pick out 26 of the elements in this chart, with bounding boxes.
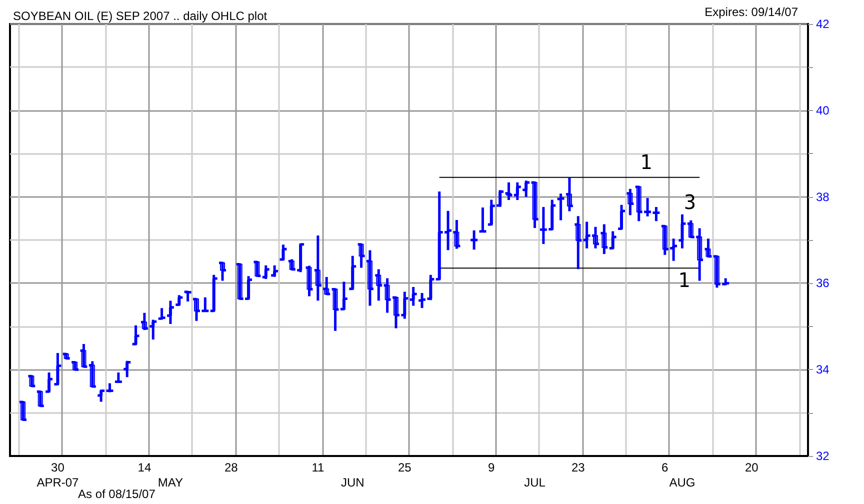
x-tick-label: 9 [488, 460, 496, 474]
x-tick-label: 14 [138, 460, 152, 474]
x-tick-label: 28 [224, 460, 238, 474]
x-tick-label: 23 [571, 460, 586, 474]
y-tick-label: 36 [816, 276, 830, 290]
y-tick-label: 34 [816, 362, 830, 377]
x-tick-label: AUG [669, 476, 696, 490]
x-tick-label: 11 [312, 460, 324, 474]
y-tick-label: 42 [816, 17, 830, 31]
annotation: 3 [684, 190, 696, 214]
x-tick-label: MAY [158, 476, 184, 490]
y-tick-label: 32 [816, 449, 830, 463]
x-tick-label: 30 APR-07 [36, 460, 80, 490]
x-tick-label: 20 [744, 460, 759, 474]
x-tick-label: JUL [524, 476, 546, 490]
y-tick-label: 38 [816, 190, 830, 204]
text: As of 08/15/07 [78, 487, 156, 501]
annotation: 1 [678, 268, 690, 292]
x-tick-label: JUN [340, 476, 364, 490]
y-tick-label: 40 [816, 103, 830, 118]
candlestick [20, 400, 26, 422]
x-tick-label: 25 [398, 460, 412, 474]
x-tick-label: 6 [662, 460, 669, 474]
text: Expires: 09/14/07 [704, 5, 798, 19]
chart-title: SOYBEAN OIL (E) SEP 2007 .. daily OHLC plot [13, 9, 268, 23]
annotation: 1 [640, 150, 652, 174]
